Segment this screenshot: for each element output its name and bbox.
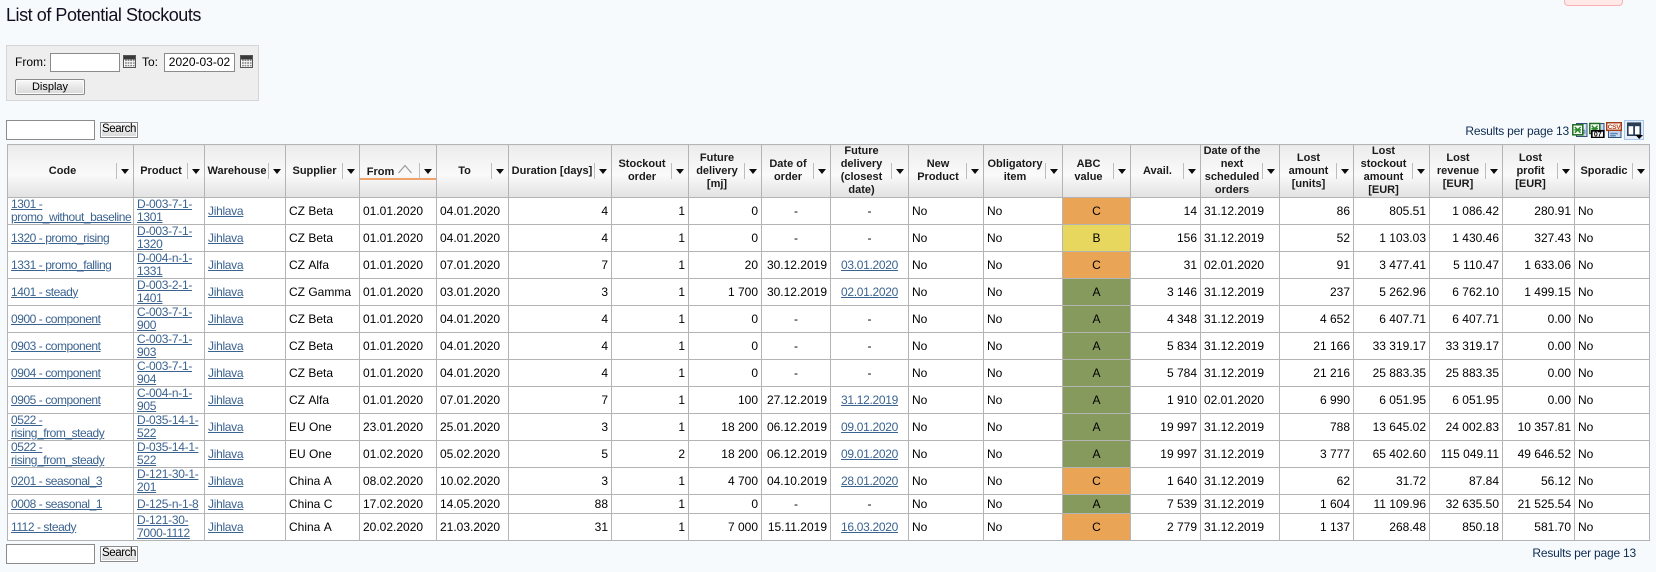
svg-text:07: 07 [1594,132,1602,138]
svg-text:CSV: CSV [1608,124,1622,131]
